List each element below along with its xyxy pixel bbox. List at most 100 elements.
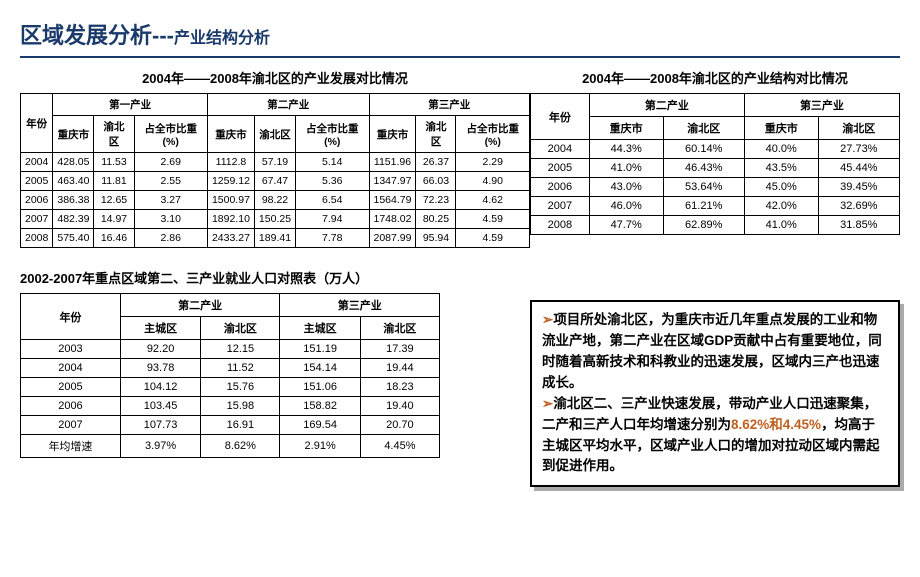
table-cell: 3.10 — [134, 210, 207, 229]
table-cell: 189.41 — [254, 229, 295, 248]
table-row: 200847.7%62.89%41.0%31.85% — [531, 216, 900, 235]
table-cell: 1564.79 — [369, 191, 416, 210]
table-cell: 43.5% — [744, 159, 818, 178]
table-cell: 44.3% — [589, 140, 663, 159]
table-cell: 1151.96 — [369, 153, 416, 172]
table-cell: 15.98 — [201, 397, 280, 416]
table-cell: 1259.12 — [207, 172, 254, 191]
title-main: 区域发展分析 — [20, 23, 152, 48]
table2-group-0: 第二产业 — [589, 94, 744, 117]
table-subheader: 渝北区 — [201, 317, 280, 340]
table-cell: 2003 — [21, 340, 121, 359]
note1-text: 项目所处渝北区，为重庆市近几年重点发展的工业和物流业产地，第二产业在区域GDP贡… — [542, 312, 882, 390]
table-subheader: 渝北区 — [360, 317, 439, 340]
table3-year-header: 年份 — [21, 294, 121, 340]
table-subheader: 渝北区 — [416, 116, 456, 153]
table1: 年份 第一产业 第二产业 第三产业 重庆市渝北区占全市比重(%)重庆市渝北区占全… — [20, 93, 530, 248]
table-cell: 14.97 — [94, 210, 134, 229]
table-subheader: 渝北区 — [254, 116, 295, 153]
table-cell: 15.76 — [201, 378, 280, 397]
table1-caption: 2004年——2008年渝北区的产业发展对比情况 — [20, 68, 530, 87]
table-cell: 20.70 — [360, 416, 439, 435]
table-subheader: 渝北区 — [663, 117, 744, 140]
table-cell: 46.43% — [663, 159, 744, 178]
table-subheader: 占全市比重(%) — [134, 116, 207, 153]
table-cell: 1892.10 — [207, 210, 254, 229]
table-subheader: 重庆市 — [207, 116, 254, 153]
table-cell: 61.21% — [663, 197, 744, 216]
table-cell: 169.54 — [280, 416, 360, 435]
table-cell: 2.55 — [134, 172, 207, 191]
table-cell: 1500.97 — [207, 191, 254, 210]
table-cell: 103.45 — [120, 397, 200, 416]
table-cell: 2007 — [21, 416, 121, 435]
table-subheader: 占全市比重(%) — [296, 116, 369, 153]
title-sep: --- — [152, 23, 174, 48]
table-cell: 158.82 — [280, 397, 360, 416]
table-row: 2005463.4011.812.551259.1267.475.361347.… — [21, 172, 530, 191]
table-subheader: 主城区 — [280, 317, 360, 340]
table-cell: 43.0% — [589, 178, 663, 197]
table-cell: 95.94 — [416, 229, 456, 248]
table-cell: 年均增速 — [21, 435, 121, 458]
table-cell: 7.94 — [296, 210, 369, 229]
table-cell: 19.40 — [360, 397, 439, 416]
table-cell: 3.27 — [134, 191, 207, 210]
table-cell: 67.47 — [254, 172, 295, 191]
table-cell: 428.05 — [53, 153, 94, 172]
table-cell: 1748.02 — [369, 210, 416, 229]
table3-group-0: 第二产业 — [120, 294, 280, 317]
table-cell: 107.73 — [120, 416, 200, 435]
table-cell: 4.62 — [456, 191, 530, 210]
table-cell: 482.39 — [53, 210, 94, 229]
table-cell: 11.52 — [201, 359, 280, 378]
table-cell: 1347.97 — [369, 172, 416, 191]
table1-group-0: 第一产业 — [53, 94, 208, 116]
table1-year-header: 年份 — [21, 94, 53, 153]
table-cell: 150.25 — [254, 210, 295, 229]
table2-group-1: 第三产业 — [744, 94, 899, 117]
table-cell: 2006 — [21, 397, 121, 416]
table-cell: 2007 — [21, 210, 53, 229]
table-cell: 4.45% — [360, 435, 439, 458]
table-cell: 18.23 — [360, 378, 439, 397]
table-cell: 98.22 — [254, 191, 295, 210]
table-cell: 4.90 — [456, 172, 530, 191]
table-subheader: 主城区 — [120, 317, 200, 340]
table-row: 200643.0%53.64%45.0%39.45% — [531, 178, 900, 197]
table-cell: 46.0% — [589, 197, 663, 216]
table-cell: 2005 — [531, 159, 590, 178]
table-cell: 104.12 — [120, 378, 200, 397]
table-row: 2004428.0511.532.691112.857.195.141151.9… — [21, 153, 530, 172]
table-row: 2006103.4515.98158.8219.40 — [21, 397, 440, 416]
table-subheader: 渝北区 — [94, 116, 134, 153]
table-row: 200444.3%60.14%40.0%27.73% — [531, 140, 900, 159]
table-cell: 19.44 — [360, 359, 439, 378]
table1-panel: 2004年——2008年渝北区的产业发展对比情况 年份 第一产业 第二产业 第三… — [20, 68, 530, 248]
table-row: 2008575.4016.462.862433.27189.417.782087… — [21, 229, 530, 248]
table-row: 200746.0%61.21%42.0%32.69% — [531, 197, 900, 216]
table-cell: 3.97% — [120, 435, 200, 458]
table-cell: 45.0% — [744, 178, 818, 197]
table-cell: 92.20 — [120, 340, 200, 359]
table-row: 2007482.3914.973.101892.10150.257.941748… — [21, 210, 530, 229]
table-cell: 4.59 — [456, 229, 530, 248]
table2-caption: 2004年——2008年渝北区的产业结构对比情况 — [530, 68, 900, 87]
table-cell: 11.81 — [94, 172, 134, 191]
note2-highlight: 8.62%和4.45% — [731, 417, 821, 432]
table-cell: 575.40 — [53, 229, 94, 248]
table3: 年份 第二产业 第三产业 主城区渝北区主城区渝北区 200392.2012.15… — [20, 293, 440, 458]
table-cell: 39.45% — [818, 178, 899, 197]
table-cell: 2006 — [21, 191, 53, 210]
table-cell: 7.78 — [296, 229, 369, 248]
table-cell: 151.06 — [280, 378, 360, 397]
note-para-2: ➢渝北区二、三产业快速发展，带动产业人口迅速聚集，二产和三产人口年均增速分别为8… — [542, 394, 888, 478]
notes-panel: ➢项目所处渝北区，为重庆市近几年重点发展的工业和物流业产地，第二产业在区域GDP… — [530, 268, 900, 487]
table2: 年份 第二产业 第三产业 重庆市渝北区重庆市渝北区 200444.3%60.14… — [530, 93, 900, 235]
table-cell: 8.62% — [201, 435, 280, 458]
table2-panel: 2004年——2008年渝北区的产业结构对比情况 年份 第二产业 第三产业 重庆… — [530, 68, 900, 248]
table-cell: 41.0% — [589, 159, 663, 178]
table3-group-1: 第三产业 — [280, 294, 440, 317]
table-cell: 12.65 — [94, 191, 134, 210]
table-cell: 93.78 — [120, 359, 200, 378]
